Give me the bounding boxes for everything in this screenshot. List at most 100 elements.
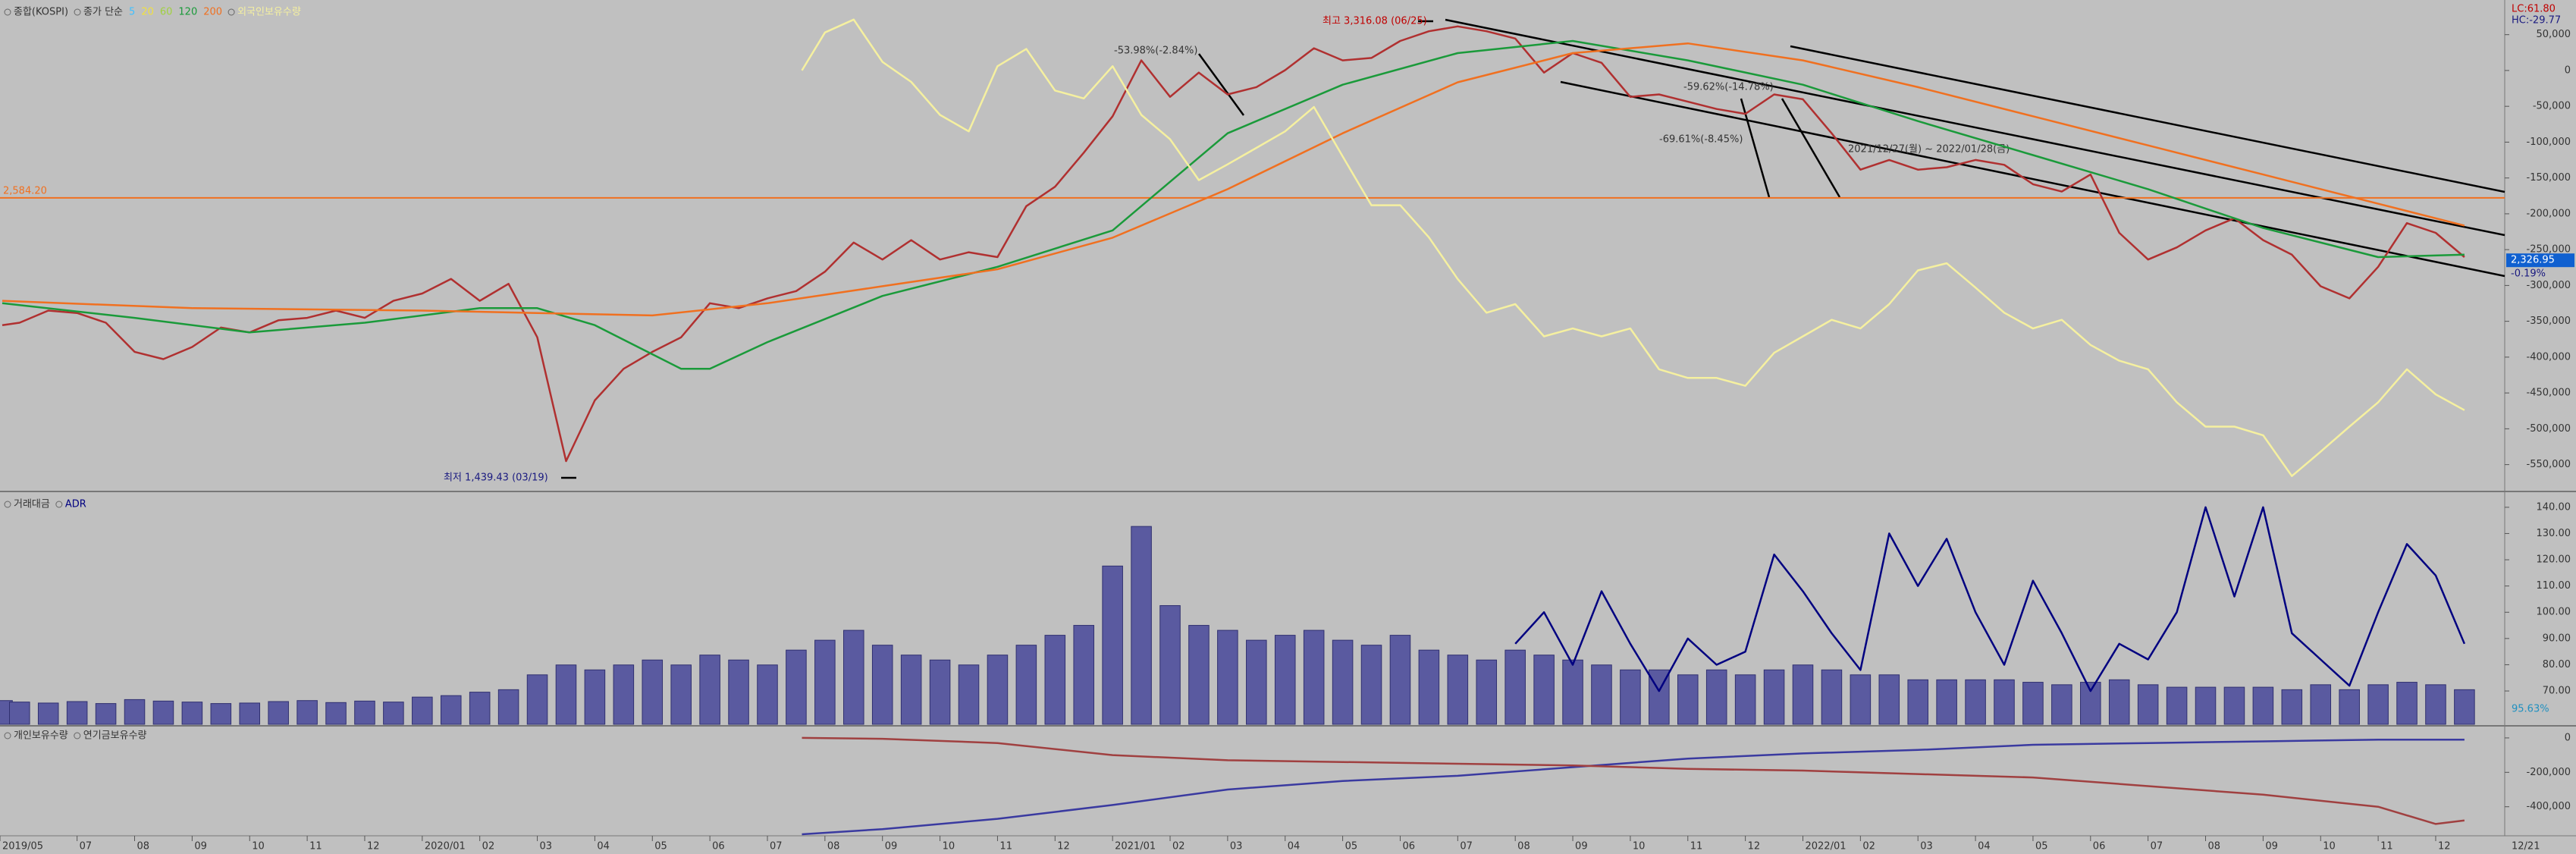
- volume-bar: [1763, 669, 1785, 725]
- x-tick-label: 08: [827, 841, 840, 852]
- volume-bar: [555, 664, 577, 725]
- x-tick-label: 02: [1172, 841, 1185, 852]
- x-tick-label: 10: [2323, 841, 2336, 852]
- volume-bar: [1015, 645, 1037, 725]
- y-tick-label: 90.00: [2543, 633, 2571, 644]
- legend-bullet: [4, 732, 11, 739]
- x-tick-label: 05: [654, 841, 667, 852]
- x-tick-label: 2019/05: [2, 841, 43, 852]
- y-tick-label: -500,000: [2527, 423, 2571, 435]
- volume-bar: [1504, 649, 1526, 725]
- y-tick-label: -400,000: [2527, 801, 2571, 812]
- low-annotation: 최저 1,439.43 (03/19): [444, 473, 548, 484]
- volume-bar: [757, 664, 778, 725]
- volume-bar: [1734, 674, 1756, 725]
- volume-bar: [469, 692, 491, 725]
- x-tick-label: 04: [1978, 841, 1991, 852]
- x-tick-label: 12: [367, 841, 380, 852]
- legend-item: 거래대금: [14, 499, 50, 510]
- x-tick-label: 06: [712, 841, 725, 852]
- trend-line: [1781, 98, 1841, 198]
- y-tick-label: 70.00: [2543, 686, 2571, 697]
- volume-bar: [1073, 625, 1095, 725]
- x-tick-label: 08: [137, 841, 150, 852]
- trend-line: [1790, 45, 2505, 193]
- volume-bar: [383, 702, 404, 725]
- level-label: 2,584.20: [3, 185, 47, 196]
- x-tick-label: 05: [2035, 841, 2048, 852]
- x-tick-label: 07: [1460, 841, 1473, 852]
- x-tick-label: 03: [540, 841, 553, 852]
- annotation: -59.62%(-14.78%): [1683, 82, 1774, 93]
- volume-bar: [2339, 689, 2360, 725]
- x-tick-label: 09: [194, 841, 207, 852]
- last-change: -0.19%: [2511, 268, 2546, 280]
- volume-bar: [152, 700, 174, 725]
- legend-item: ADR: [65, 499, 86, 510]
- y-tick-label: -100,000: [2527, 137, 2571, 148]
- volume-bar: [2080, 682, 2101, 725]
- volume-bar: [1389, 635, 1411, 725]
- y-tick-label: 140.00: [2537, 501, 2571, 513]
- volume-bar: [1360, 645, 1382, 725]
- volume-bar: [814, 639, 836, 725]
- volume-bar: [2022, 682, 2044, 725]
- x-tick-label: 10: [1633, 841, 1646, 852]
- legend-item: 개인보유수량: [14, 730, 68, 742]
- x-tick-label: 03: [1920, 841, 1933, 852]
- volume-bar: [354, 700, 375, 725]
- x-tick-label: 09: [885, 841, 898, 852]
- volume-bar: [124, 699, 146, 725]
- volume-bar: [843, 630, 864, 725]
- volume-bar: [1821, 669, 1843, 725]
- annotation: 2021/12/27(월) ~ 2022/01/28(금): [1848, 144, 2010, 155]
- trend-line: [1560, 80, 2505, 278]
- volume-bar: [1994, 679, 2015, 725]
- volume-bar: [2051, 684, 2072, 725]
- x-tick-label: 05: [1345, 841, 1358, 852]
- volume-bar: [412, 696, 433, 725]
- annotation: -69.61%(-8.45%): [1659, 134, 1743, 146]
- volume-bar: [9, 702, 30, 725]
- y-tick-label: 120.00: [2537, 554, 2571, 566]
- x-tick-label: 08: [2208, 841, 2221, 852]
- legend-item: 120: [178, 7, 197, 18]
- volume-bar: [584, 669, 606, 725]
- volume-bar: [2223, 686, 2245, 725]
- volume-bar: [2166, 686, 2188, 725]
- x-tick-label: 04: [1288, 841, 1301, 852]
- x-tick-label: 11: [999, 841, 1012, 852]
- legend-item: 연기금보유수량: [83, 730, 147, 742]
- legend-item: 20: [141, 7, 154, 18]
- volume-bar: [526, 674, 548, 725]
- y-tick-label: -250,000: [2527, 244, 2571, 256]
- corner-label: LC:61.80: [2512, 4, 2556, 15]
- annotation: -53.98%(-2.84%): [1114, 46, 1197, 57]
- x-tick-label: 2021/01: [1115, 841, 1156, 852]
- legend-bullet: [4, 501, 11, 508]
- trend-line: [1740, 98, 1771, 198]
- volume-bar: [1705, 669, 1727, 725]
- volume-bar: [2281, 689, 2303, 725]
- y-tick-label: -200,000: [2527, 208, 2571, 219]
- volume-bar: [642, 659, 664, 725]
- series-line: [1514, 506, 2466, 692]
- volume-bar: [1188, 625, 1210, 725]
- volume-bar: [239, 702, 261, 725]
- volume-bar: [2310, 684, 2332, 725]
- volume-bar: [2252, 686, 2274, 725]
- volume-bar: [670, 664, 692, 725]
- x-tick-label: 06: [1402, 841, 1415, 852]
- series-line: [2, 25, 2465, 463]
- x-tick-label: 11: [2380, 841, 2393, 852]
- volume-bar: [1447, 655, 1469, 725]
- y-tick-label: 80.00: [2543, 659, 2571, 670]
- volume-bar: [2396, 682, 2418, 725]
- last-label: 95.63%: [2512, 704, 2549, 715]
- volume-bar: [440, 695, 462, 725]
- y-tick-label: 50,000: [2537, 29, 2571, 40]
- legend-item: 종가 단순: [83, 7, 123, 18]
- volume-bar: [958, 664, 980, 725]
- volume-bar: [987, 655, 1009, 725]
